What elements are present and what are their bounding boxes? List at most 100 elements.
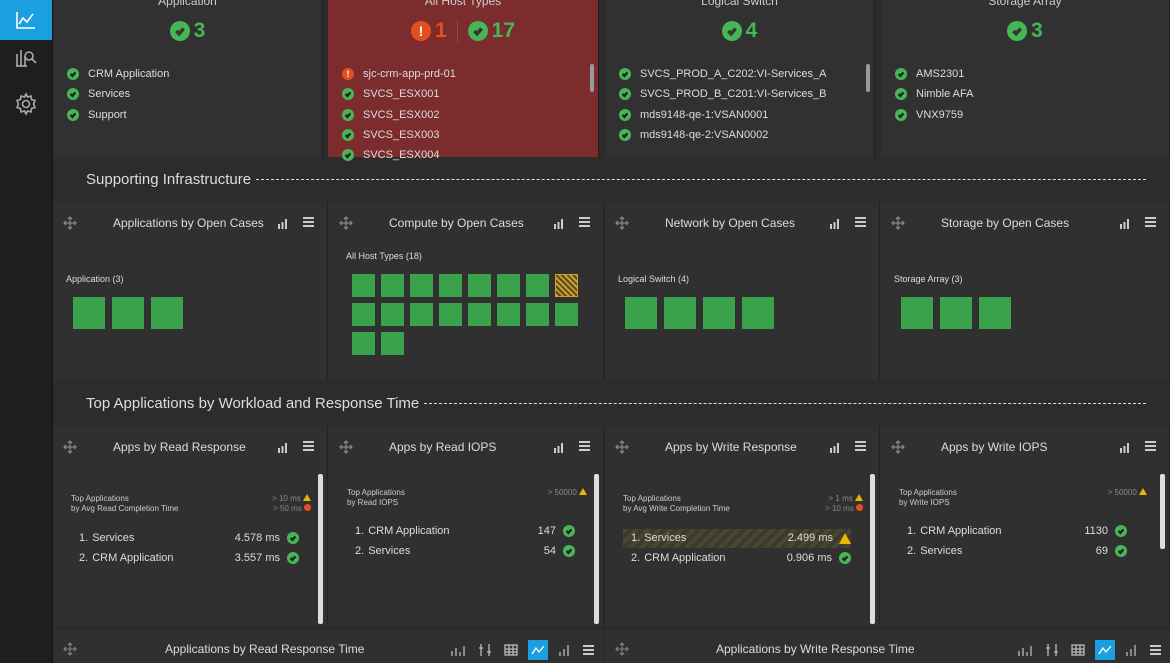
table-row[interactable]: 2. CRM Application 0.906 ms [631, 551, 851, 564]
drag-handle-icon[interactable] [615, 440, 629, 454]
menu-icon[interactable] [303, 441, 314, 451]
health-tile[interactable] [151, 297, 183, 329]
health-tile[interactable] [526, 274, 549, 297]
health-tile[interactable] [352, 303, 375, 326]
bar-chart-button[interactable] [1121, 640, 1141, 660]
status-list-item[interactable]: Nimble AFA [895, 84, 1155, 104]
nav-analytics[interactable] [0, 37, 52, 77]
status-list-item[interactable]: AMS2301 [895, 64, 1155, 84]
health-tile[interactable] [468, 303, 491, 326]
nav-settings[interactable] [0, 84, 52, 124]
health-tile[interactable] [112, 297, 144, 329]
status-list-item[interactable]: SVCS_ESX002 [342, 105, 584, 125]
bar-chart-icon[interactable] [830, 440, 841, 453]
drag-handle-icon[interactable] [615, 642, 629, 656]
health-tile[interactable] [381, 274, 404, 297]
health-tile[interactable] [73, 297, 105, 329]
menu-icon[interactable] [1145, 217, 1156, 227]
health-tile[interactable] [703, 297, 735, 329]
status-card[interactable]: All Host Types! 1 17! sjc-crm-app-prd-01 SVC… [328, 0, 599, 162]
health-tile[interactable] [468, 274, 491, 297]
menu-icon[interactable] [855, 441, 866, 451]
status-list-item[interactable]: SVCS_PROD_B_C201:VI-Services_B [619, 84, 860, 104]
health-tile[interactable] [901, 297, 933, 329]
status-list-item[interactable]: CRM Application [67, 64, 308, 84]
menu-icon[interactable] [579, 441, 590, 451]
menu-icon[interactable] [1145, 441, 1156, 451]
health-tile[interactable] [381, 332, 404, 355]
drag-handle-icon[interactable] [63, 642, 77, 656]
table-row[interactable]: 1. CRM Application 1130 [907, 525, 1127, 537]
health-tile[interactable] [555, 303, 578, 326]
health-tile[interactable] [664, 297, 696, 329]
drag-handle-icon[interactable] [63, 440, 77, 454]
drag-handle-icon[interactable] [63, 216, 77, 230]
bar-chart-icon[interactable] [278, 440, 289, 453]
health-tile[interactable] [625, 297, 657, 329]
column-chart-button[interactable] [448, 640, 468, 660]
column-chart-button[interactable] [1015, 640, 1035, 660]
drag-handle-icon[interactable] [891, 440, 905, 454]
health-tile[interactable] [497, 274, 520, 297]
health-tile[interactable] [439, 303, 462, 326]
health-tile[interactable] [742, 297, 774, 329]
table-row[interactable]: 2. Services 54 [355, 544, 575, 557]
status-list-item[interactable]: SVCS_ESX001 [342, 84, 584, 104]
drag-handle-icon[interactable] [339, 440, 353, 454]
bar-chart-icon[interactable] [554, 440, 565, 453]
health-tile[interactable] [352, 332, 375, 355]
warning-tile[interactable] [555, 274, 578, 297]
menu-icon[interactable] [855, 217, 866, 227]
scrollbar[interactable] [590, 64, 594, 92]
health-tile[interactable] [979, 297, 1011, 329]
filter-button[interactable] [475, 640, 495, 660]
table-row[interactable]: 1. CRM Application 147 [355, 525, 575, 537]
menu-icon[interactable] [1150, 645, 1161, 655]
line-chart-button[interactable] [527, 640, 548, 660]
health-tile[interactable] [410, 303, 433, 326]
health-tile[interactable] [352, 274, 375, 297]
status-list-item[interactable]: SVCS_ESX004 [342, 145, 584, 165]
scrollbar[interactable] [594, 474, 599, 624]
drag-handle-icon[interactable] [615, 216, 629, 230]
status-list-item[interactable]: mds9148-qe-1:VSAN0001 [619, 105, 860, 125]
table-button[interactable] [501, 640, 521, 660]
bar-chart-button[interactable] [554, 640, 574, 660]
bar-chart-icon[interactable] [554, 216, 565, 229]
bar-chart-icon[interactable] [1120, 216, 1131, 229]
health-tile[interactable] [526, 303, 549, 326]
status-list-item[interactable]: mds9148-qe-2:VSAN0002 [619, 125, 860, 145]
menu-icon[interactable] [303, 217, 314, 227]
bar-chart-icon[interactable] [1120, 440, 1131, 453]
menu-icon[interactable] [579, 217, 590, 227]
status-card[interactable]: Application 3 CRM Application Services Suppo… [53, 0, 323, 157]
table-row[interactable]: 2. Services 69 [907, 544, 1127, 557]
line-chart-button[interactable] [1094, 640, 1115, 660]
table-row[interactable]: 1. Services 2.499 ms [631, 532, 851, 544]
drag-handle-icon[interactable] [891, 216, 905, 230]
scrollbar[interactable] [318, 474, 323, 624]
scrollbar[interactable] [866, 64, 870, 92]
scrollbar[interactable] [1160, 474, 1165, 549]
status-list-item[interactable]: SVCS_ESX003 [342, 125, 584, 145]
health-tile[interactable] [497, 303, 520, 326]
status-list-item[interactable]: Services [67, 84, 308, 104]
health-tile[interactable] [381, 303, 404, 326]
filter-button[interactable] [1042, 640, 1062, 660]
status-list-item[interactable]: SVCS_PROD_A_C202:VI-Services_A [619, 64, 860, 84]
drag-handle-icon[interactable] [339, 216, 353, 230]
scrollbar[interactable] [870, 474, 875, 624]
table-row[interactable]: 2. CRM Application 3.557 ms [79, 551, 299, 564]
status-card[interactable]: Logical Switch 4 SVCS_PROD_A_C202:VI-Servi… [605, 0, 875, 157]
health-tile[interactable] [439, 274, 462, 297]
status-card[interactable]: Storage Array 3 AMS2301 Nimble AFA VNX9759 [881, 0, 1170, 157]
status-list-item[interactable]: ! sjc-crm-app-prd-01 [342, 64, 584, 84]
nav-dashboard[interactable] [0, 0, 52, 40]
table-row[interactable]: 1. Services 4.578 ms [79, 532, 299, 544]
health-tile[interactable] [410, 274, 433, 297]
bar-chart-icon[interactable] [278, 216, 289, 229]
bar-chart-icon[interactable] [830, 216, 841, 229]
status-list-item[interactable]: Support [67, 105, 308, 125]
status-list-item[interactable]: VNX9759 [895, 105, 1155, 125]
table-button[interactable] [1068, 640, 1088, 660]
